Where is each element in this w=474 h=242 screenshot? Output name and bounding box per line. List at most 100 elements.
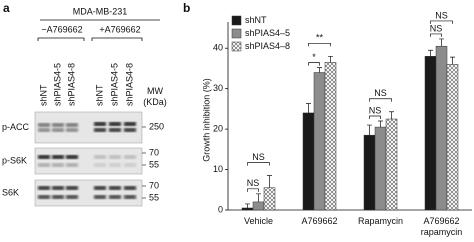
band xyxy=(94,122,106,126)
bracket xyxy=(37,37,143,41)
x-tick-label: Vehicle xyxy=(243,216,274,226)
significance-label: ** xyxy=(316,33,324,43)
error-bar xyxy=(439,38,444,47)
band xyxy=(66,163,78,167)
blot-label: p-ACC xyxy=(2,122,30,132)
significance-bracket xyxy=(369,98,392,102)
significance-label: NS xyxy=(369,105,382,115)
mw-value: 55 xyxy=(149,159,159,169)
significance-bracket xyxy=(308,62,320,66)
legend-swatch xyxy=(231,15,242,26)
band xyxy=(52,186,64,190)
condition: −A769662 xyxy=(41,24,82,34)
band xyxy=(124,128,136,132)
band xyxy=(38,123,50,127)
band xyxy=(38,195,50,199)
band xyxy=(109,155,121,159)
band xyxy=(109,163,121,167)
bar xyxy=(424,56,437,211)
lane-label: shNT xyxy=(38,84,48,106)
bar xyxy=(385,118,398,211)
error-bar xyxy=(428,49,433,57)
band xyxy=(66,123,78,127)
significance-label: NS xyxy=(430,23,443,33)
legend-label: shPIAS4–5 xyxy=(245,28,290,38)
error-bar xyxy=(450,56,455,65)
bar xyxy=(263,187,276,211)
band xyxy=(38,186,50,190)
significance-bracket xyxy=(247,162,270,166)
band xyxy=(52,128,64,132)
significance-label: NS xyxy=(252,152,265,162)
significance-label: NS xyxy=(435,10,448,20)
panel-label: b xyxy=(183,1,190,15)
y-axis-label: Growth inhibition (%) xyxy=(201,78,211,162)
significance-bracket xyxy=(430,33,442,37)
error-bar xyxy=(367,124,372,136)
bar xyxy=(446,64,459,211)
error-bar xyxy=(267,175,272,188)
error-bar xyxy=(306,103,311,113)
band xyxy=(66,155,78,159)
error-bar xyxy=(378,120,383,128)
legend-swatch xyxy=(231,41,242,52)
band xyxy=(52,155,64,159)
band xyxy=(109,186,121,190)
band xyxy=(94,128,106,132)
bar xyxy=(374,126,387,211)
band xyxy=(38,155,50,159)
band xyxy=(109,122,121,126)
error-bar xyxy=(317,67,322,73)
significance-label: NS xyxy=(247,178,260,188)
blot-label: S6K xyxy=(2,187,19,197)
legend-label: shPIAS4–8 xyxy=(245,41,290,51)
band xyxy=(52,163,64,167)
bar xyxy=(313,72,326,211)
band xyxy=(94,155,106,159)
band xyxy=(109,195,121,199)
error-bar xyxy=(256,193,261,202)
error-bar xyxy=(245,203,250,208)
band xyxy=(66,128,78,132)
band xyxy=(66,186,78,190)
band xyxy=(124,163,136,167)
y-tick-label: 10 xyxy=(213,164,223,174)
error-bar xyxy=(328,55,333,63)
lane-label: shPIAS4-5 xyxy=(109,63,119,106)
band xyxy=(124,155,136,159)
x-tick-label: A769662 xyxy=(301,216,338,226)
blot xyxy=(34,147,143,175)
band xyxy=(94,195,106,199)
mw-label: MW (KDa) xyxy=(143,86,167,107)
blot-label: p-S6K xyxy=(2,155,27,165)
bar xyxy=(241,207,254,211)
bar xyxy=(435,45,448,211)
legend-swatch xyxy=(231,28,242,39)
mw-value: 70 xyxy=(149,180,159,190)
band xyxy=(66,195,78,199)
cell-line: MDA-MB-231 xyxy=(73,6,128,16)
band xyxy=(38,128,50,132)
significance-label: * xyxy=(312,52,316,62)
bar xyxy=(252,201,265,211)
band xyxy=(94,163,106,167)
blot xyxy=(34,111,143,144)
error-bar xyxy=(389,111,394,119)
band xyxy=(124,122,136,126)
significance-bracket xyxy=(247,188,259,192)
significance-bracket xyxy=(308,42,331,47)
x-tick-label: A769662 rapamycin xyxy=(420,216,463,237)
lane-label: shPIAS4-5 xyxy=(52,63,62,106)
significance-label: NS xyxy=(374,88,387,98)
legend-label: shNT xyxy=(245,15,267,25)
band xyxy=(124,195,136,199)
bar xyxy=(302,112,315,211)
panel-label: a xyxy=(3,1,10,15)
mw-value: 55 xyxy=(149,192,159,202)
condition: +A769662 xyxy=(99,24,140,34)
y-tick-label: 0 xyxy=(218,204,223,214)
blot xyxy=(34,179,143,207)
lane-label: shPIAS4-8 xyxy=(124,63,134,106)
